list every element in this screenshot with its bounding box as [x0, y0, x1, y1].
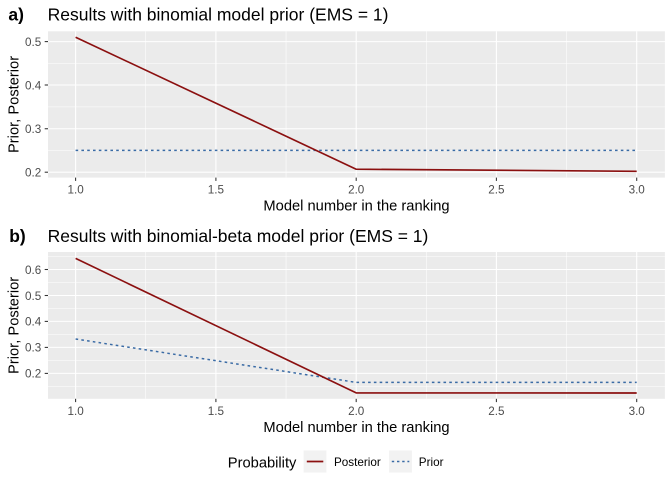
svg-text:0.3: 0.3: [25, 123, 41, 136]
svg-text:0.2: 0.2: [25, 368, 41, 381]
svg-text:0.4: 0.4: [25, 316, 42, 329]
svg-text:2.5: 2.5: [488, 405, 505, 418]
svg-text:1.0: 1.0: [67, 183, 84, 196]
svg-text:0.5: 0.5: [25, 290, 42, 303]
svg-text:Prior, Posterior: Prior, Posterior: [6, 56, 22, 153]
svg-text:1.0: 1.0: [67, 405, 84, 418]
svg-text:1.5: 1.5: [208, 183, 225, 196]
svg-text:0.2: 0.2: [25, 167, 41, 180]
svg-text:Probability: Probability: [228, 456, 297, 472]
svg-text:Prior, Posterior: Prior, Posterior: [6, 277, 22, 374]
svg-text:2.0: 2.0: [348, 405, 365, 418]
svg-text:3.0: 3.0: [629, 183, 646, 196]
svg-text:Results with binomial model pr: Results with binomial model prior (EMS =…: [48, 4, 389, 24]
svg-text:b): b): [9, 226, 26, 246]
svg-text:0.6: 0.6: [25, 264, 41, 277]
svg-text:2.5: 2.5: [488, 183, 505, 196]
svg-text:3.0: 3.0: [629, 405, 646, 418]
svg-text:Posterior: Posterior: [334, 456, 381, 469]
svg-text:0.3: 0.3: [25, 342, 41, 355]
svg-text:a): a): [8, 4, 24, 24]
svg-text:0.4: 0.4: [25, 79, 42, 92]
svg-text:Model number in the ranking: Model number in the ranking: [263, 199, 449, 215]
svg-text:1.5: 1.5: [208, 405, 225, 418]
svg-text:0.5: 0.5: [25, 36, 42, 49]
svg-text:Model number in the ranking: Model number in the ranking: [263, 420, 449, 436]
svg-text:2.0: 2.0: [348, 183, 365, 196]
svg-text:Prior: Prior: [419, 456, 444, 469]
svg-text:Results with binomial-beta mod: Results with binomial-beta model prior (…: [48, 226, 429, 246]
